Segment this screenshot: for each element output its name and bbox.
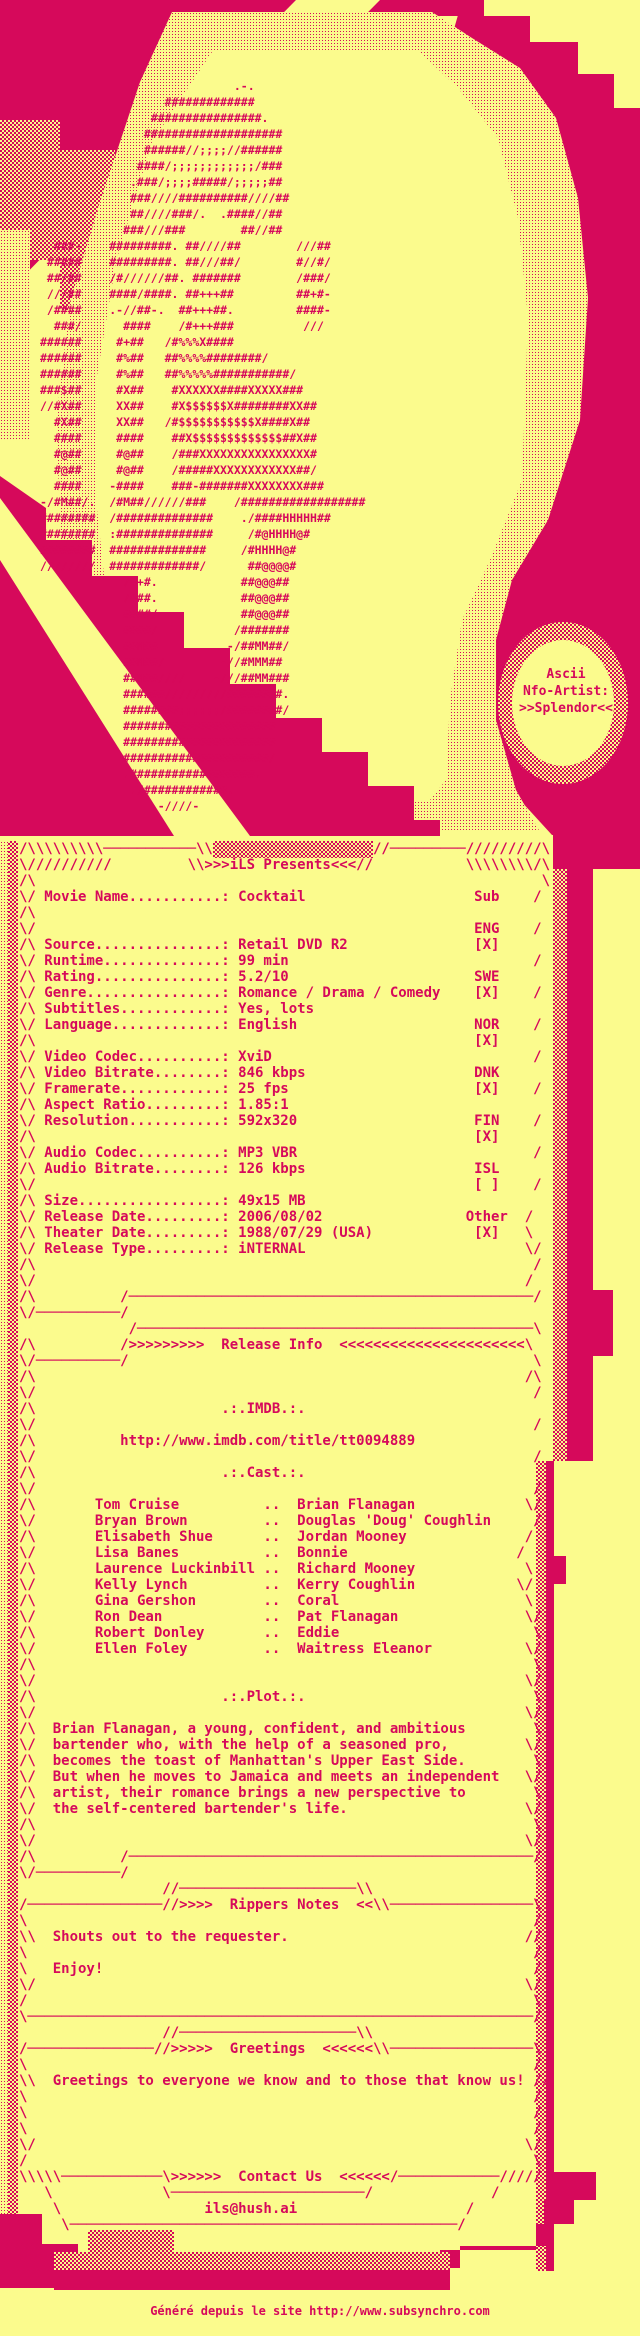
footer-generated-label: Généré depuis le site (150, 2304, 310, 2318)
artist-bubble (512, 640, 614, 766)
nfo-right-step (554, 1556, 566, 1584)
bg-bottom-dither-band (54, 2252, 450, 2270)
nfo-right-border-lower (536, 1461, 546, 2271)
ascii-art: .-. ############# ################. ####… (40, 79, 366, 813)
bg-bottom-dither-patch (88, 2230, 174, 2252)
nfo-right-crimson-bulge (593, 1290, 613, 1356)
nfo-right-crimson-lower (546, 1461, 554, 2271)
nfo-right-top-crimson (553, 833, 640, 869)
nfo-header-dither-block (213, 841, 373, 858)
nfo-left-border (8, 841, 18, 2271)
bg-bottom-crimson-band (54, 2270, 450, 2290)
nfo-text: /\\\\\\\\\───────────\\ //─────────/////… (19, 841, 551, 2233)
nfo-right-border-upper (553, 869, 567, 1461)
nfo-left-fringe (0, 841, 8, 2271)
artist-credit: Ascii Nfo-Artist: >>Splendor<< (519, 667, 613, 716)
footer: Généré depuis le site http://www.subsync… (0, 2303, 640, 2319)
bg-left-dot-strip (0, 230, 30, 440)
nfo-right-crimson-upper (567, 869, 593, 1461)
footer-site-url[interactable]: http://www.subsynchro.com (309, 2304, 490, 2318)
